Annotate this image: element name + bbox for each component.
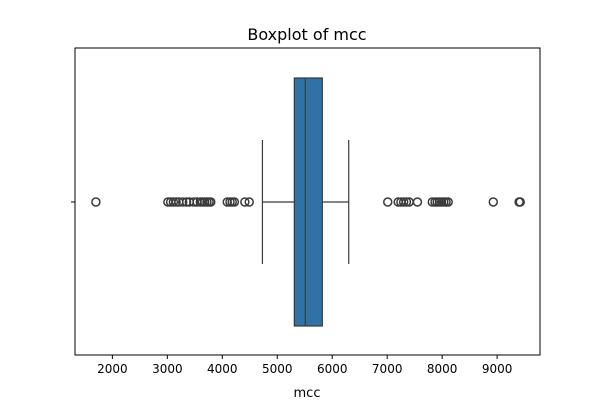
- outlier-point: [240, 197, 250, 207]
- outlier-point: [401, 197, 412, 207]
- outlier-point: [427, 197, 438, 207]
- outlier-point: [91, 197, 101, 207]
- iqr-box: [293, 77, 323, 327]
- x-tick-label: 9000: [482, 362, 513, 376]
- outlier-point: [382, 197, 393, 207]
- x-tick-label: 7000: [372, 362, 403, 376]
- outlier-point: [206, 197, 216, 207]
- outlier-point: [177, 197, 188, 207]
- outlier-point: [398, 197, 409, 207]
- outlier-point: [188, 197, 199, 207]
- outlier-point: [168, 197, 179, 207]
- outlier-point: [515, 197, 525, 207]
- outlier-point: [222, 197, 233, 207]
- x-tick-label: 6000: [317, 362, 348, 376]
- chart-title: Boxplot of mcc: [247, 25, 366, 44]
- x-axis-label: mcc: [294, 386, 321, 400]
- x-tick-label: 2000: [97, 362, 128, 376]
- x-tick-label: 8000: [427, 362, 458, 376]
- outlier-point: [229, 197, 240, 207]
- outlier-point: [181, 197, 192, 207]
- outlier-point: [244, 197, 254, 207]
- boxplot-marks: [91, 77, 525, 327]
- x-tick-label: 4000: [207, 362, 238, 376]
- outlier-point: [443, 197, 453, 207]
- outlier-point: [171, 197, 181, 207]
- x-tick-label: 5000: [262, 362, 293, 376]
- outlier-point: [488, 197, 499, 207]
- x-tick-label: 3000: [152, 362, 183, 376]
- outlier-point: [412, 197, 423, 207]
- x-axis-ticks: 2000 3000 4000 5000 6000 7000 8000 9000: [97, 355, 512, 376]
